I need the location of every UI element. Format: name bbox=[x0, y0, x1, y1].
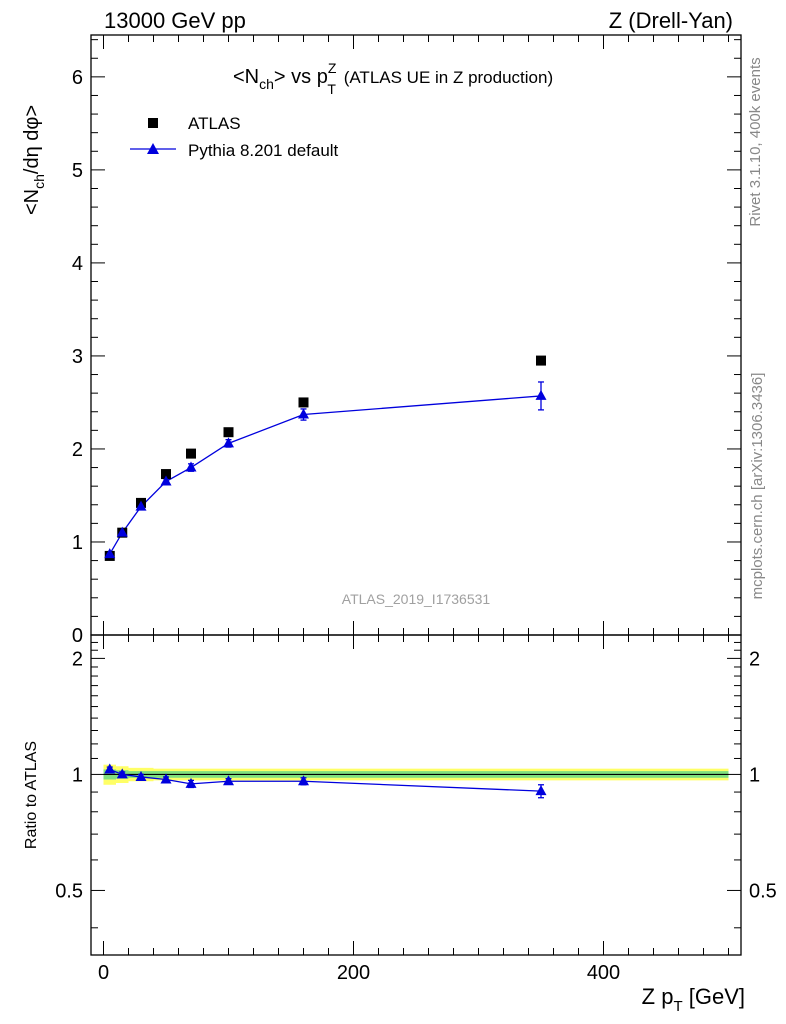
ratio-data-point bbox=[160, 773, 172, 784]
pythia-data-point bbox=[185, 461, 197, 472]
pythia-data-point bbox=[535, 389, 547, 400]
legend-pythia-label: Pythia 8.201 default bbox=[188, 141, 339, 160]
atlas-data-point bbox=[298, 397, 309, 408]
ratio-data-point bbox=[535, 785, 547, 796]
ratio-y-label: Ratio to ATLAS bbox=[23, 741, 40, 849]
x-tick-label: 0 bbox=[98, 962, 109, 984]
ratio-y-tick-label: 2 bbox=[72, 648, 83, 670]
header-energy: 13000 GeV pp bbox=[104, 8, 246, 33]
ratio-data-point bbox=[116, 768, 128, 779]
xlabel-part: [GeV] bbox=[683, 984, 745, 1009]
pythia-data-point bbox=[298, 408, 309, 419]
ylabel-part: <N bbox=[21, 189, 43, 215]
main-y-tick-label: 6 bbox=[72, 67, 83, 89]
ratio-y-axis: 0.5 0.5 1 1 2 2 bbox=[55, 641, 777, 929]
ratio-y-tick-label: 0.5 bbox=[749, 880, 777, 902]
ylabel-sub: ch bbox=[31, 174, 47, 189]
main-y-axis: 0 1 2 3 4 5 6 bbox=[72, 39, 741, 647]
mcplots-reference-text: mcplots.cern.ch [arXiv:1306.3436] bbox=[749, 373, 766, 600]
title-sub: ch bbox=[259, 76, 274, 92]
ratio-data-point bbox=[104, 763, 116, 774]
ratio-frame bbox=[90, 634, 742, 956]
main-y-tick-label: 4 bbox=[72, 253, 83, 275]
main-plot-area bbox=[104, 355, 547, 561]
main-y-tick-label: 3 bbox=[72, 346, 83, 368]
xlabel-sub: T bbox=[673, 998, 682, 1015]
rivet-version-text: Rivet 3.1.10, 400k events bbox=[747, 57, 764, 226]
pythia-data-point bbox=[160, 475, 172, 486]
main-y-tick-label: 5 bbox=[72, 160, 83, 182]
analysis-watermark: ATLAS_2019_I1736531 bbox=[342, 591, 491, 607]
title-part: <N bbox=[233, 66, 259, 88]
legend-atlas-label: ATLAS bbox=[188, 114, 241, 133]
atlas-data-point bbox=[161, 469, 171, 480]
ratio-data-point bbox=[135, 770, 147, 781]
title-sup: Z bbox=[328, 60, 337, 76]
ratio-y-tick-label: 0.5 bbox=[55, 880, 83, 902]
title-part: (ATLAS UE in Z production) bbox=[339, 68, 553, 87]
title-part: > vs p bbox=[274, 66, 328, 88]
plot-title: <Nch> vs pZ T (ATLAS UE in Z production) bbox=[233, 60, 553, 97]
ratio-y-tick-label: 1 bbox=[749, 764, 760, 786]
atlas-data-point bbox=[186, 448, 196, 459]
x-tick-label: 200 bbox=[337, 962, 370, 984]
x-tick-label: 400 bbox=[587, 962, 620, 984]
main-y-tick-label: 1 bbox=[72, 532, 83, 554]
main-y-label: <Nch/dη dφ> bbox=[21, 105, 47, 215]
ratio-data-point bbox=[298, 775, 309, 786]
main-y-tick-label: 0 bbox=[72, 625, 83, 647]
x-axis-label: Z pT [GeV] bbox=[642, 984, 745, 1015]
pythia-data-point bbox=[116, 526, 128, 537]
atlas-data-point bbox=[223, 427, 234, 438]
xlabel-part: Z p bbox=[642, 984, 674, 1009]
ratio-plot-area bbox=[104, 763, 547, 799]
title-sub: T bbox=[327, 81, 336, 97]
x-axis: 0 200 400 bbox=[98, 35, 729, 984]
ratio-y-tick-label: 2 bbox=[749, 648, 760, 670]
pythia-data-point bbox=[223, 437, 234, 448]
ratio-data-point bbox=[223, 775, 234, 786]
ylabel-part: /dη dφ> bbox=[21, 105, 43, 174]
legend-pythia-marker bbox=[147, 143, 159, 154]
legend-atlas-marker bbox=[148, 118, 158, 128]
pythia-line bbox=[109, 395, 542, 555]
ratio-y-tick-label: 1 bbox=[72, 764, 83, 786]
pythia-data-point bbox=[104, 548, 116, 559]
ratio-data-point bbox=[185, 777, 197, 788]
pythia-data-point bbox=[135, 500, 147, 511]
main-y-tick-label: 2 bbox=[72, 439, 83, 461]
atlas-data-point bbox=[536, 355, 546, 366]
header-process: Z (Drell-Yan) bbox=[609, 8, 733, 33]
